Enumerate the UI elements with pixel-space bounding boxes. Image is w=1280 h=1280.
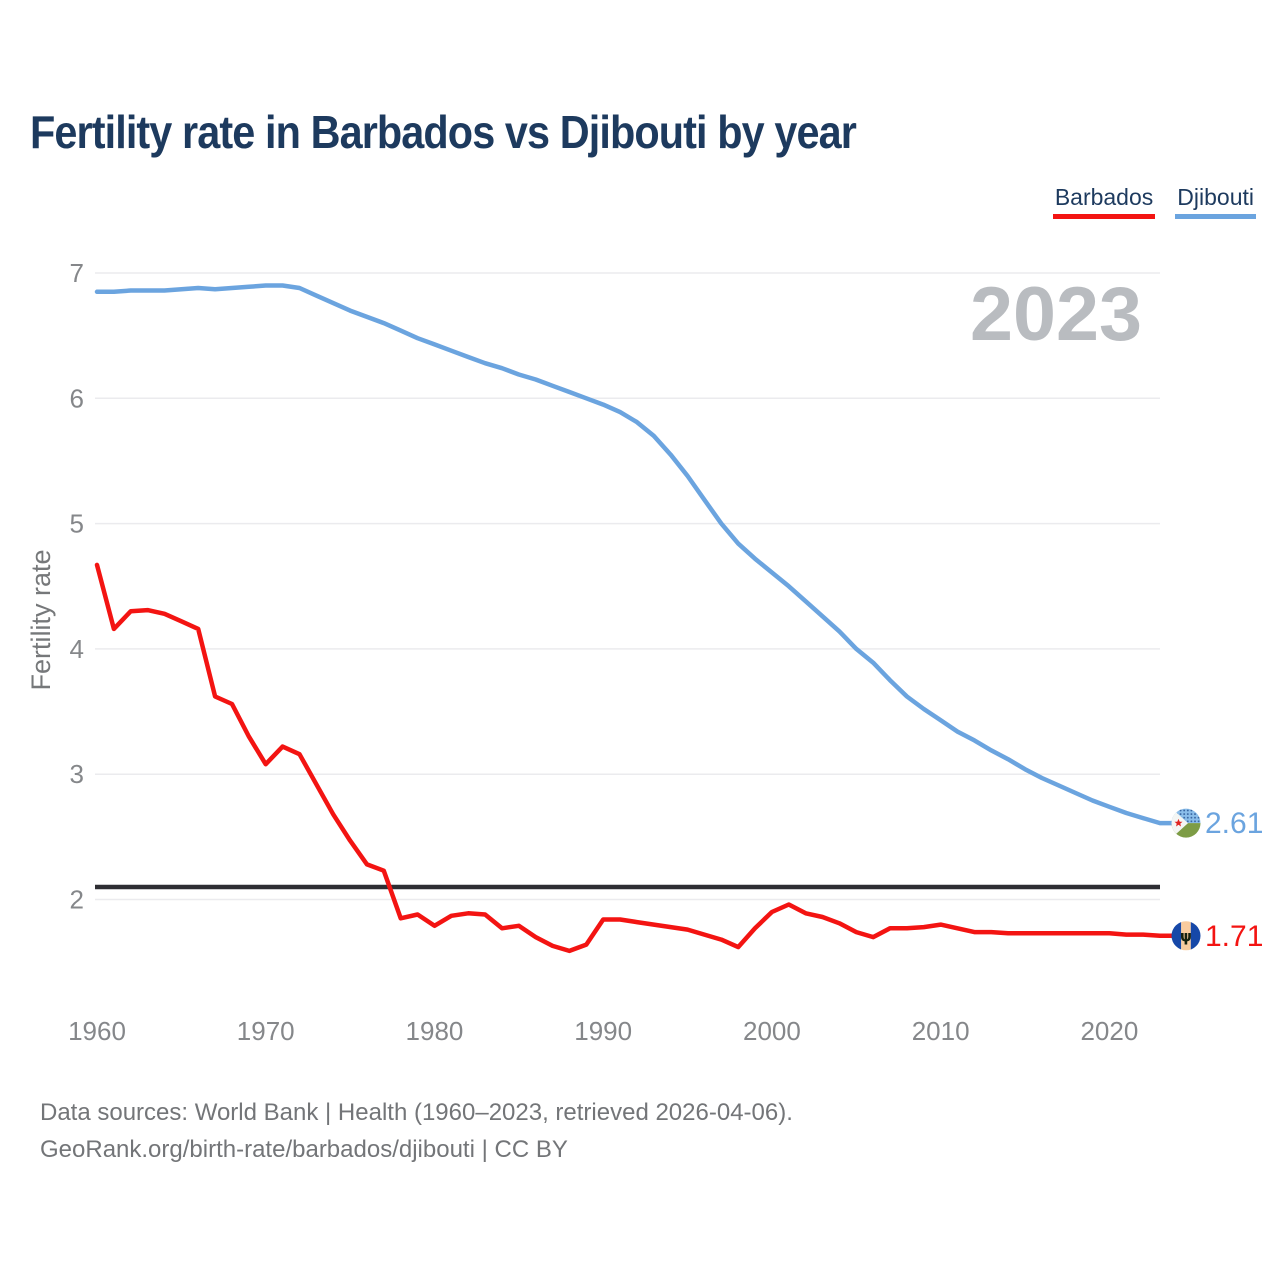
y-tick-label: 4 bbox=[70, 634, 84, 664]
x-tick-label: 1960 bbox=[68, 1016, 126, 1046]
barbados-flag-icon: ψ bbox=[1171, 921, 1201, 951]
chart-legend: Barbados Djibouti bbox=[1052, 184, 1256, 219]
y-axis-tick-labels: 7 6 5 4 3 2 bbox=[70, 258, 84, 915]
x-tick-label: 1970 bbox=[237, 1016, 295, 1046]
barbados-end-value: 1.71 bbox=[1205, 920, 1263, 953]
data-source-line: Data sources: World Bank | Health (1960–… bbox=[40, 1099, 793, 1126]
legend-item-barbados[interactable]: Barbados bbox=[1052, 184, 1156, 219]
djibouti-flag-icon bbox=[1171, 808, 1201, 838]
y-tick-label: 5 bbox=[70, 509, 84, 539]
y-axis-title: Fertility rate bbox=[26, 549, 56, 690]
svg-text:ψ: ψ bbox=[1180, 927, 1192, 945]
x-tick-label: 1990 bbox=[574, 1016, 632, 1046]
djibouti-end-value: 2.61 bbox=[1205, 807, 1263, 840]
year-watermark: 2023 bbox=[970, 272, 1142, 357]
source-attribution: Data sources: World Bank | Health (1960–… bbox=[40, 1094, 793, 1168]
y-tick-label: 2 bbox=[70, 885, 84, 915]
page-title: Fertility rate in Barbados vs Djibouti b… bbox=[30, 106, 857, 158]
djibouti-series-line[interactable] bbox=[94, 283, 1174, 826]
x-tick-label: 2010 bbox=[912, 1016, 970, 1046]
x-tick-label: 2020 bbox=[1080, 1016, 1138, 1046]
x-axis-tick-labels: 1960 1970 1980 1990 2000 2010 2020 bbox=[68, 1016, 1138, 1046]
x-tick-label: 1980 bbox=[406, 1016, 464, 1046]
y-tick-label: 6 bbox=[70, 383, 84, 413]
x-tick-label: 2000 bbox=[743, 1016, 801, 1046]
y-tick-label: 7 bbox=[70, 258, 84, 288]
legend-item-djibouti[interactable]: Djibouti bbox=[1175, 184, 1256, 219]
gridlines bbox=[95, 272, 1160, 901]
barbados-series-line[interactable] bbox=[94, 562, 1174, 954]
license-line: GeoRank.org/birth-rate/barbados/djibouti… bbox=[40, 1136, 568, 1163]
y-tick-label: 3 bbox=[70, 759, 84, 789]
